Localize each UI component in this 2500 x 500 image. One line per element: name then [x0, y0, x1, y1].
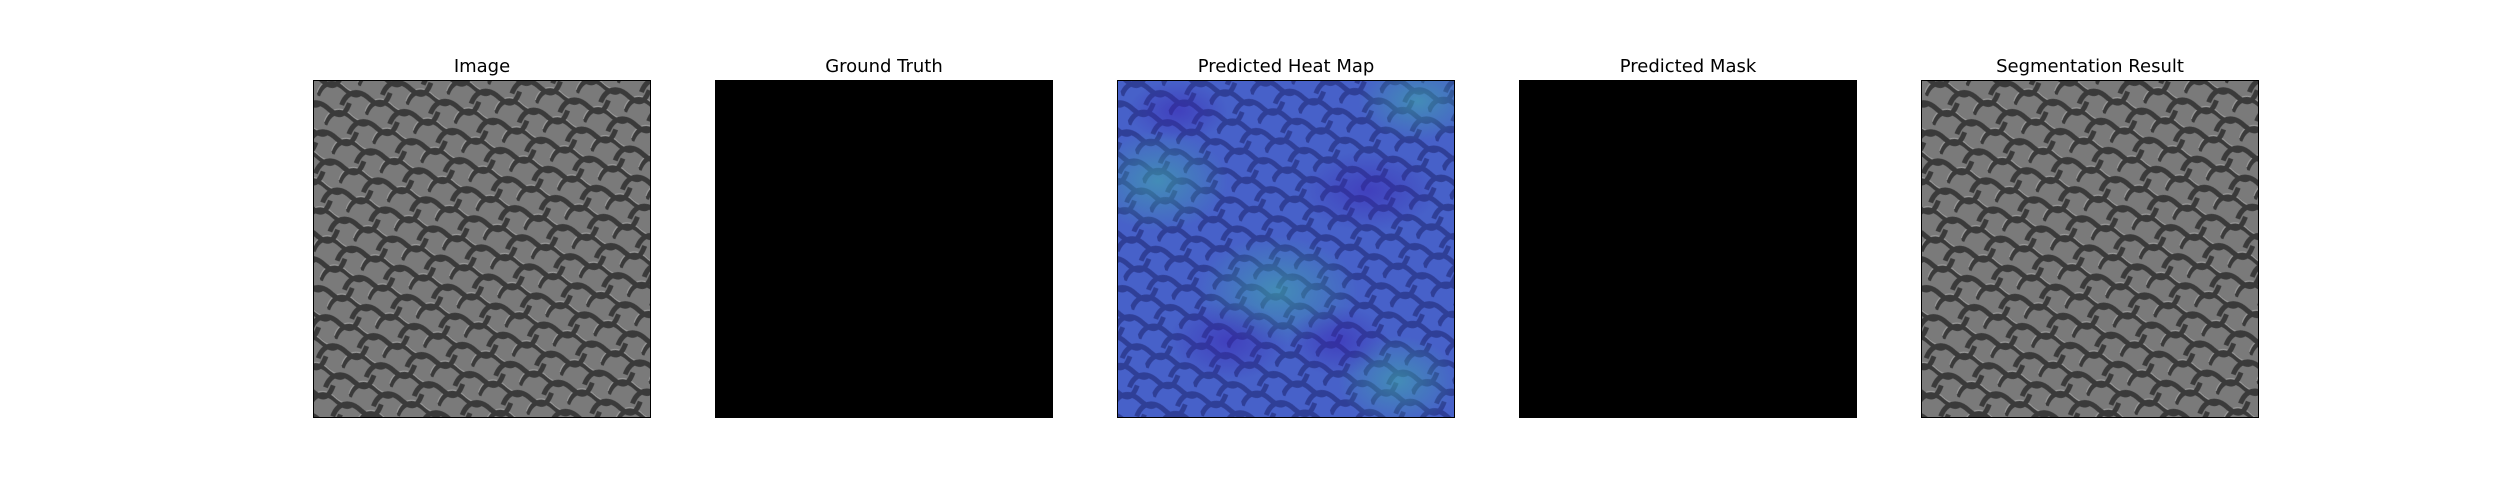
- panel-title-predicted-mask: Predicted Mask: [1619, 56, 1757, 77]
- predicted-mask: [1520, 81, 1856, 417]
- ground-truth-mask: [716, 81, 1052, 417]
- heat-map-frame: [1117, 80, 1455, 418]
- panel-title-ground-truth: Ground Truth: [825, 56, 943, 77]
- heat-map-overlay: [1118, 81, 1454, 417]
- mesh-texture-image: [314, 81, 650, 417]
- panel-ground-truth: Ground Truth: [715, 54, 1053, 418]
- ground-truth-frame: [715, 80, 1053, 418]
- predicted-mask-frame: [1519, 80, 1857, 418]
- panel-title-heat-map: Predicted Heat Map: [1197, 56, 1375, 77]
- panel-title-segmentation-result: Segmentation Result: [1996, 56, 2184, 77]
- segmentation-result-frame: [1921, 80, 2259, 418]
- panel-segmentation-result: Segmentation Result: [1921, 54, 2259, 418]
- image-frame: [313, 80, 651, 418]
- panel-heat-map: Predicted Heat Map: [1117, 54, 1455, 418]
- panel-image: Image: [313, 54, 651, 418]
- mesh-texture-segmentation: [1922, 81, 2258, 417]
- panel-predicted-mask: Predicted Mask: [1519, 54, 1857, 418]
- panel-title-image: Image: [453, 56, 511, 77]
